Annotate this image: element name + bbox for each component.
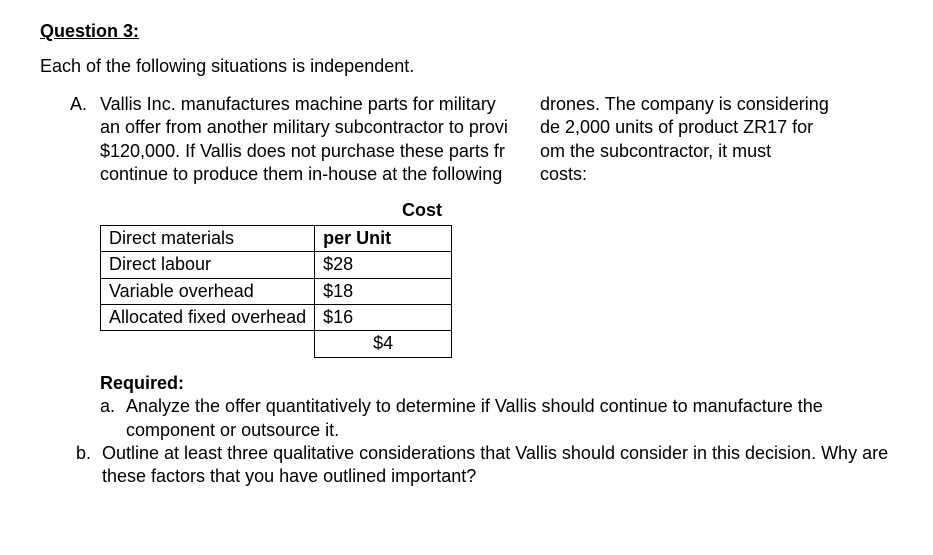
text-line: costs: [540,163,920,186]
req-body: Analyze the offer quantitatively to dete… [126,395,893,442]
table-row: Direct labour $28 [101,252,452,278]
text-line: drones. The company is considering [540,93,920,116]
text-line: om the subcontractor, it must [540,140,920,163]
text-line: de 2,000 units of product ZR17 for [540,116,920,139]
left-text-column: Vallis Inc. manufactures machine parts f… [100,93,540,187]
part-a-body: Vallis Inc. manufactures machine parts f… [100,93,893,189]
text-line: Vallis Inc. manufactures machine parts f… [100,93,540,116]
table-cell [101,331,315,357]
table-row: $4 [101,331,452,357]
table-cell: $16 [315,304,452,330]
table-row: Direct materials per Unit [101,225,452,251]
cost-label: Cost [402,199,442,222]
requirement-a: a. Analyze the offer quantitatively to d… [100,395,893,442]
intro-text: Each of the following situations is inde… [40,55,893,78]
text-line: $120,000. If Vallis does not purchase th… [100,140,540,163]
requirement-b: b. Outline at least three qualitative co… [76,442,893,489]
table-cell: Allocated fixed overhead [101,304,315,330]
cost-table: Direct materials per Unit Direct labour … [100,225,452,358]
text-line: an offer from another military subcontra… [100,116,540,139]
req-letter: a. [100,395,126,442]
table-cell: $28 [315,252,452,278]
table-cell: $4 [315,331,452,357]
table-row: Variable overhead $18 [101,278,452,304]
required-heading: Required: [100,372,893,395]
table-cell: $18 [315,278,452,304]
table-cell: Direct materials [101,225,315,251]
overlapping-text-region: Vallis Inc. manufactures machine parts f… [100,93,893,189]
table-cell: Direct labour [101,252,315,278]
cost-header-wrap: Cost [100,199,893,221]
req-letter: b. [76,442,102,489]
part-a-letter: A. [70,93,100,189]
table-header: per Unit [315,225,452,251]
right-text-column: drones. The company is considering de 2,… [540,93,920,187]
text-line: continue to produce them in-house at the… [100,163,540,186]
table-cell: Variable overhead [101,278,315,304]
part-a: A. Vallis Inc. manufactures machine part… [70,93,893,189]
req-body: Outline at least three qualitative consi… [102,442,893,489]
table-row: Allocated fixed overhead $16 [101,304,452,330]
question-title: Question 3: [40,20,893,43]
